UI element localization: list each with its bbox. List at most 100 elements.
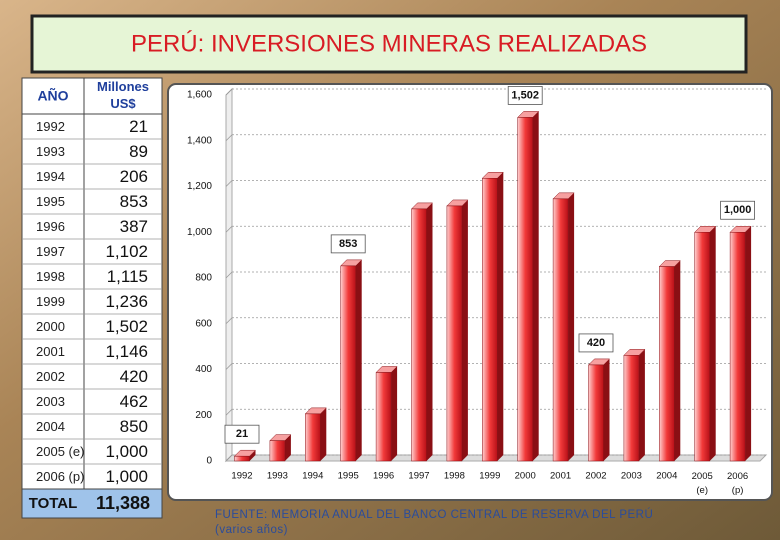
table-header: Millones US$ (97, 79, 149, 111)
bar (729, 232, 746, 462)
value-label-box (330, 234, 366, 254)
table-value: 21 (129, 117, 148, 136)
bar-side (532, 111, 539, 461)
x-tick-label: 1995 (338, 471, 359, 482)
table-value: 853 (120, 192, 148, 211)
bar-side (603, 358, 610, 461)
table-value: 1,146 (105, 342, 148, 361)
table-value: 1,102 (105, 242, 148, 261)
x-tick-label: 1994 (302, 471, 323, 482)
bar (552, 198, 569, 462)
title-box (30, 14, 748, 74)
bar (517, 117, 533, 462)
source: FUENTE: MEMORIA ANUAL DEL BANCO CENTRAL … (215, 508, 653, 536)
x-tick-label: 2000 (515, 471, 536, 482)
y-tick-label: 1,200 (187, 181, 212, 192)
bar (305, 413, 321, 462)
table-year: 2003 (36, 394, 65, 409)
y-tick-label: 200 (195, 410, 212, 421)
table-value: 89 (129, 142, 148, 161)
bar-side (426, 202, 433, 462)
x-tick-label: 1997 (408, 471, 429, 482)
table-total-bg (21, 488, 163, 519)
table-header: AÑO (37, 87, 68, 104)
table-value: 1,000 (105, 467, 148, 486)
bar (411, 208, 427, 462)
chart-panel (167, 83, 773, 501)
bar-side (709, 226, 716, 461)
table-year: 2001 (36, 344, 65, 359)
grid-line-depth (225, 225, 233, 233)
table-year: 1992 (36, 119, 65, 134)
bar (269, 440, 286, 462)
value-label: 21 (236, 428, 248, 440)
grid-line-depth (225, 408, 233, 416)
bar-side (355, 259, 362, 461)
bar (482, 178, 498, 462)
grid-line-depth (225, 271, 233, 279)
table-value: 1,236 (105, 292, 148, 311)
table-header-bg (21, 77, 163, 115)
y-tick-label: 1,400 (187, 135, 212, 146)
grid-line-depth (225, 363, 233, 370)
x-tick-label: 2005 (e) (692, 471, 713, 496)
value-label-box (578, 333, 614, 353)
table-total-label: TOTAL (29, 495, 78, 512)
table-year: 2005 (e) (36, 444, 84, 459)
table-year: 1999 (36, 294, 65, 309)
bar (694, 232, 710, 462)
table-year: 1994 (36, 169, 65, 184)
y-tick-label: 600 (195, 318, 212, 329)
bar-side (461, 199, 468, 461)
table-value: 420 (120, 367, 148, 386)
bar (623, 355, 640, 462)
bar-side (320, 407, 327, 461)
table-value: 206 (120, 167, 148, 186)
grid-line-depth (225, 454, 233, 462)
x-tick-label: 1996 (373, 471, 394, 482)
x-tick-label: 2004 (656, 471, 677, 482)
x-tick-label: 2002 (585, 471, 606, 482)
table-year: 1995 (36, 194, 65, 209)
table-value: 387 (120, 217, 148, 236)
value-label-box (720, 200, 755, 220)
bar (234, 455, 250, 462)
bar-side (638, 349, 645, 461)
bar (375, 372, 392, 462)
value-label-box (224, 424, 260, 444)
y-tick-label: 1,000 (187, 227, 212, 238)
table-year: 1996 (36, 219, 65, 234)
table-year: 2004 (36, 419, 65, 434)
value-label: 1,502 (511, 89, 539, 101)
bar-side (568, 192, 575, 462)
table-value: 850 (120, 417, 148, 436)
bar-side (284, 434, 291, 461)
bar-side (249, 450, 256, 461)
value-label: 420 (587, 337, 605, 349)
value-label: 853 (339, 238, 357, 250)
y-tick-label: 1,600 (187, 90, 212, 101)
grid-line-depth (225, 180, 233, 187)
bar-side (391, 366, 398, 461)
x-tick-label: 2003 (621, 471, 642, 482)
table-year: 2002 (36, 369, 65, 384)
x-tick-label: 1998 (444, 471, 465, 482)
bar (588, 364, 604, 462)
table-year: 2006 (p) (36, 469, 84, 484)
bar-side (674, 260, 681, 461)
bar-side (497, 172, 504, 461)
x-tick-label: 2006 (p) (727, 471, 748, 496)
value-label-box (507, 86, 543, 105)
x-tick-label: 1999 (479, 471, 500, 482)
x-tick-label: 1992 (231, 471, 252, 482)
table-value: 462 (120, 392, 148, 411)
x-tick-label: 2001 (550, 471, 571, 482)
grid-line-depth (225, 88, 233, 96)
bar (340, 265, 356, 462)
table-year: 1993 (36, 144, 65, 159)
table-year: 1998 (36, 269, 65, 284)
table-value: 1,502 (105, 317, 148, 336)
x-tick-label: 1993 (267, 471, 288, 482)
